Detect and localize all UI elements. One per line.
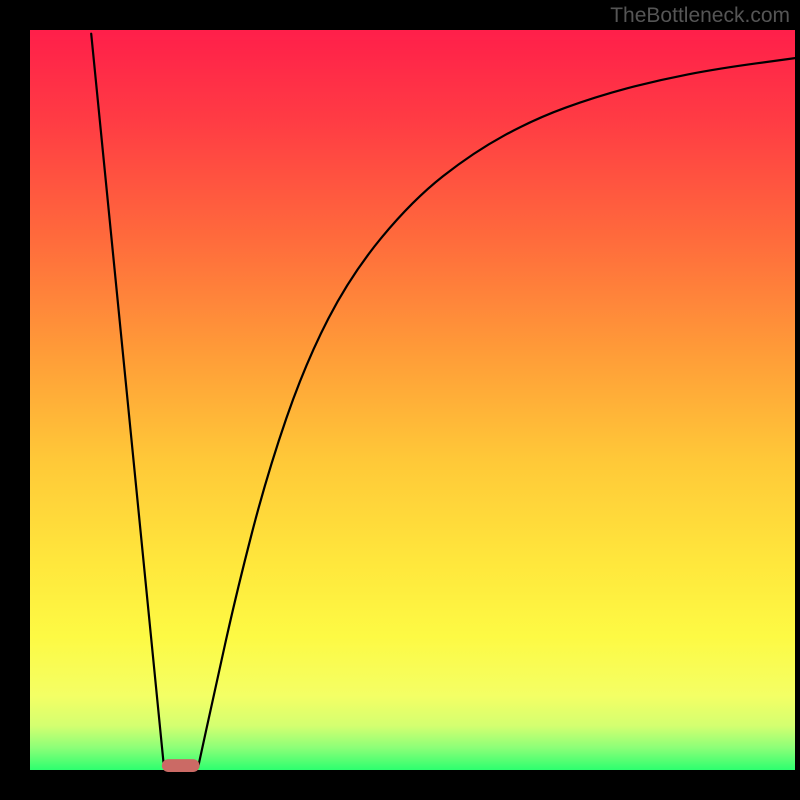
optimal-marker — [162, 760, 199, 772]
chart-plot-background — [30, 30, 795, 770]
watermark-text: TheBottleneck.com — [610, 4, 790, 28]
bottleneck-chart — [0, 0, 800, 800]
chart-container: TheBottleneck.com — [0, 0, 800, 800]
